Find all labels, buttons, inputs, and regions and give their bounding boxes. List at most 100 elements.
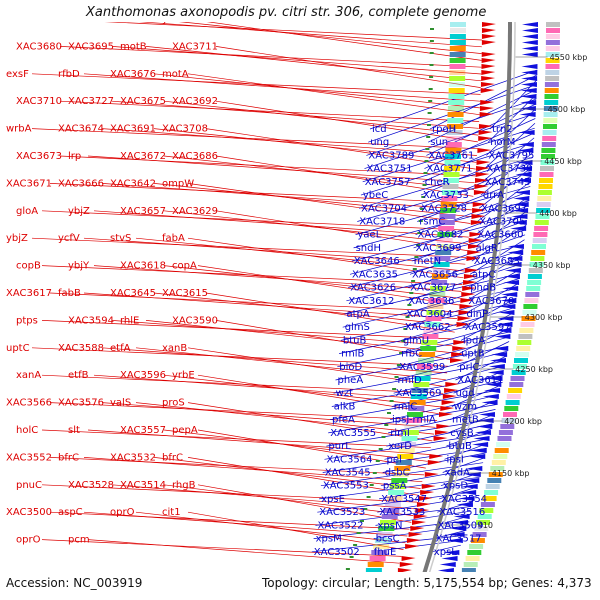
reverse-gene-label: XAC3705 [479,217,525,228]
category-block [419,352,436,357]
forward-label-line [187,402,433,442]
forward-gene-label: XAC3617 [6,288,52,299]
category-block [398,448,415,453]
reverse-gene-arrow [507,250,524,255]
reverse-gene-arrow [441,556,458,561]
category-block [443,178,459,183]
category-block [423,328,440,333]
reverse-gene-arrow [521,34,538,39]
reverse-gene-arrow [439,562,456,567]
forward-gene-label: motA [162,69,189,80]
forward-gene-label: slt [68,425,80,436]
forward-gene-arrow [413,514,428,519]
forward-label-line [163,429,428,462]
reverse-label-line [422,132,535,183]
forward-gene-arrow [399,562,414,567]
forward-gene-arrow [478,130,493,135]
category-block [545,52,560,57]
forward-label-line [153,457,421,489]
reverse-gene-arrow [520,94,537,99]
reverse-gene-arrow [450,526,467,531]
category-block [545,46,560,51]
forward-label-line [111,100,479,129]
category-block [448,82,465,87]
forward-gene-label: ybjZ [6,233,28,244]
kbp-tick-label: 4150 kbp [492,469,530,478]
reverse-gene-label: rpoH [432,124,456,135]
reverse-gene-label: metN [414,256,441,267]
category-block [369,556,386,561]
category-block [446,130,463,135]
reverse-gene-label: XAC3604 [407,309,453,320]
category-block [422,334,439,339]
category-block [394,466,411,471]
reverse-gene-arrow [470,448,487,453]
category-block [431,280,448,285]
reverse-gene-arrow [515,172,532,177]
category-block [470,538,485,543]
reverse-label-line [415,190,530,236]
forward-gene-arrow [476,160,491,165]
reverse-gene-arrow [500,298,517,303]
forward-gene-arrow [460,298,475,303]
forward-gene-label: XAC3528 [68,480,114,491]
category-block [409,400,426,405]
category-block [505,400,520,405]
forward-gene-label: motB [120,41,147,52]
outer-dot [414,256,419,258]
forward-label-line [197,429,426,469]
forward-gene-arrow [467,244,482,249]
reverse-gene-label: pssA [383,481,407,492]
forward-gene-arrow [452,346,467,351]
forward-gene-arrow [442,394,457,399]
category-block [491,460,506,465]
forward-label-line [83,457,423,483]
outer-dot [424,160,429,162]
outer-dot [353,544,358,546]
reverse-gene-label: XAC3739 [487,164,533,175]
reverse-gene-label: XAC3646 [354,256,400,267]
forward-gene-arrow [473,190,488,195]
forward-gene-label: aspC [58,507,83,518]
category-block [445,148,462,153]
forward-label-line [187,237,464,279]
outer-dot [399,352,404,354]
reverse-gene-arrow [503,280,520,285]
forward-label-line [135,511,406,544]
kbp-tick-label: 4500 kbp [548,105,586,114]
outer-dot [423,172,428,174]
forward-gene-label: xanA [16,370,41,381]
category-block [543,112,558,117]
kbp-tick-label: 4450 kbp [544,157,582,166]
category-block [449,40,466,45]
forward-gene-arrow [480,82,495,87]
reverse-gene-arrow [443,550,460,555]
forward-gene-label: XAC3594 [68,315,114,326]
title-background [0,0,600,22]
reverse-gene-label: algR [476,243,498,254]
forward-gene-label: stvS [110,233,131,244]
forward-gene-arrow [420,490,435,495]
forward-gene-label: XAC3674 [58,124,104,135]
reverse-gene-arrow [477,418,494,423]
reverse-gene-arrow [521,28,538,33]
category-block [449,52,466,57]
category-block [371,550,388,555]
reverse-gene-label: phdB [470,283,496,294]
category-block [520,322,535,327]
category-block [545,70,560,75]
reverse-gene-label: btuB [343,335,367,346]
category-block [448,100,465,105]
category-block [449,58,466,63]
reverse-gene-arrow [506,256,523,261]
category-block [500,424,515,429]
category-block [506,394,521,399]
category-block [543,124,557,129]
forward-label-line [31,73,481,95]
outer-dot [417,232,422,234]
reverse-gene-arrow [503,274,520,279]
kbp-tick-label: 4200 kbp [504,417,542,426]
forward-gene-label: fabB [58,288,81,299]
category-block [449,34,466,39]
outer-dot [427,112,432,114]
